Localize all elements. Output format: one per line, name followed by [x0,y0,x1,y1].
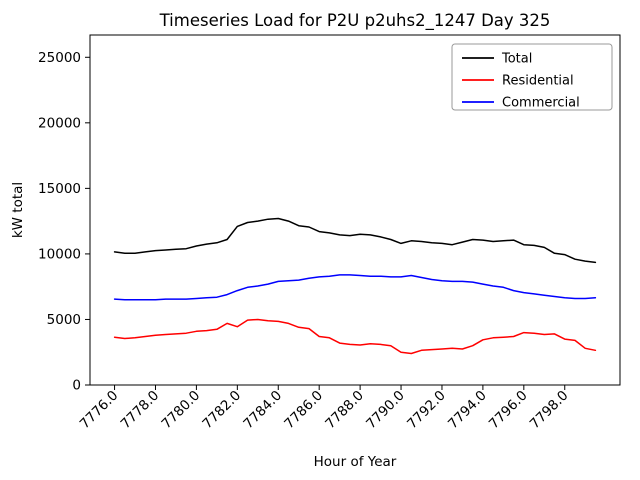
x-tick-label: 7780.0 [159,388,204,433]
y-tick-label: 0 [72,378,81,394]
legend-label-residential: Residential [502,74,574,89]
legend-box [451,43,613,111]
x-axis-ticks: 7776.07778.07780.07782.07784.07786.07788… [77,385,572,432]
y-tick-label: 25000 [38,50,81,66]
x-tick-label: 7796.0 [486,388,531,433]
y-tick-label: 15000 [38,181,81,197]
series-lines [113,217,597,355]
legend-label-commercial: Commercial [502,96,580,111]
x-tick-label: 7790.0 [363,388,408,433]
plot-frame [89,34,621,386]
y-tick-label: 20000 [38,115,81,131]
x-tick-label: 7776.0 [77,388,122,433]
legend-label-total: Total [501,52,532,67]
y-tick-label: 10000 [38,246,81,262]
y-axis-ticks: 0 5000 10000 15000 20000 25000 [38,50,90,394]
series-line-commercial [113,274,597,301]
x-tick-label: 7778.0 [118,388,163,433]
series-line-total [113,217,597,264]
chart-title: Timeseries Load for P2U p2uhs2_1247 Day … [159,11,551,31]
legend: Total Residential Commercial [451,43,613,111]
y-tick-label: 5000 [47,312,81,328]
x-axis-label: Hour of Year [314,454,397,470]
x-tick-label: 7782.0 [199,388,244,433]
x-tick-label: 7784.0 [240,388,285,433]
y-axis-label: kW total [10,182,26,238]
x-tick-label: 7798.0 [527,388,572,433]
x-tick-label: 7792.0 [404,388,449,433]
x-tick-label: 7794.0 [445,388,490,433]
x-tick-label: 7786.0 [281,388,326,433]
x-tick-label: 7788.0 [322,388,367,433]
series-line-residential [113,318,597,355]
